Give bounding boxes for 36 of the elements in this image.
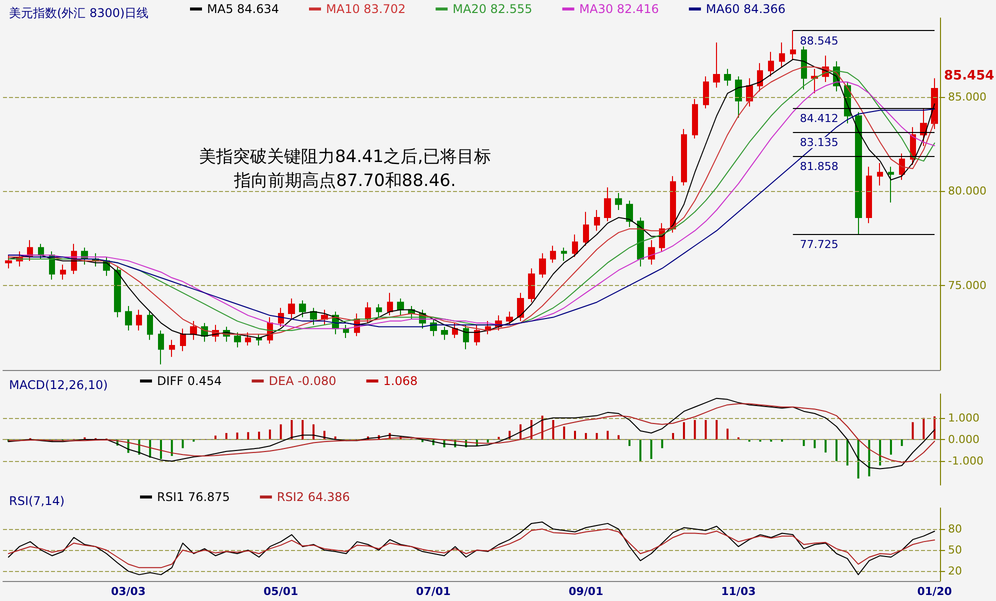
y-tick-label: 85.000 (948, 90, 986, 104)
legend-label: DIFF 0.454 (157, 374, 222, 388)
annotation: 美指突破关键阻力84.41之后,已将目标 (198, 147, 492, 167)
chart-title: 美元指数(外汇 8300)日线 (9, 6, 149, 20)
x-tick-label: 07/01 (416, 585, 451, 598)
legend-label: MA60 84.366 (706, 2, 786, 16)
chart-title: RSI(7,14) (9, 494, 65, 508)
y-tick-label: 80.000 (948, 184, 986, 198)
x-tick-label: 01/20 (917, 585, 952, 598)
y-tick-label: 75.000 (948, 278, 986, 292)
legend-label: 1.068 (383, 374, 418, 388)
ref-line-label: 84.412 (800, 112, 838, 126)
ref-line-label: 88.545 (800, 34, 838, 48)
chart-title: MACD(12,26,10) (9, 378, 108, 392)
y-tick-label: 1.000 (948, 411, 980, 424)
legend-label: RSI2 64.386 (276, 490, 350, 504)
ref-line-label: 81.858 (800, 160, 838, 174)
legend-label: MA30 82.416 (579, 2, 659, 16)
legend-label: DEA -0.080 (268, 374, 336, 388)
y-tick-label: 50 (948, 544, 962, 557)
legend-label: RSI1 76.875 (157, 490, 230, 504)
x-tick-label: 11/03 (721, 585, 756, 598)
y-tick-label: 0.000 (948, 433, 980, 446)
legend-label: MA5 84.634 (207, 2, 279, 16)
y-tick-label: -1.000 (948, 454, 984, 468)
y-tick-label: 20 (948, 564, 962, 578)
annotation: 指向前期高点87.70和88.46. (233, 171, 456, 191)
ref-line-label: 83.135 (800, 136, 838, 150)
ref-line-label: 77.725 (800, 238, 838, 251)
x-tick-label: 03/03 (110, 585, 146, 598)
x-tick-label: 09/01 (568, 585, 604, 598)
annotation: 85.454 (944, 68, 994, 84)
legend-label: MA10 83.702 (326, 2, 406, 16)
x-tick-label: 05/01 (264, 585, 298, 598)
y-tick-label: 80 (948, 522, 962, 536)
legend-label: MA20 82.555 (452, 2, 532, 16)
